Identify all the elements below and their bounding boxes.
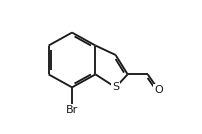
Text: O: O — [154, 85, 163, 95]
Text: S: S — [112, 82, 119, 92]
Text: Br: Br — [66, 105, 78, 115]
